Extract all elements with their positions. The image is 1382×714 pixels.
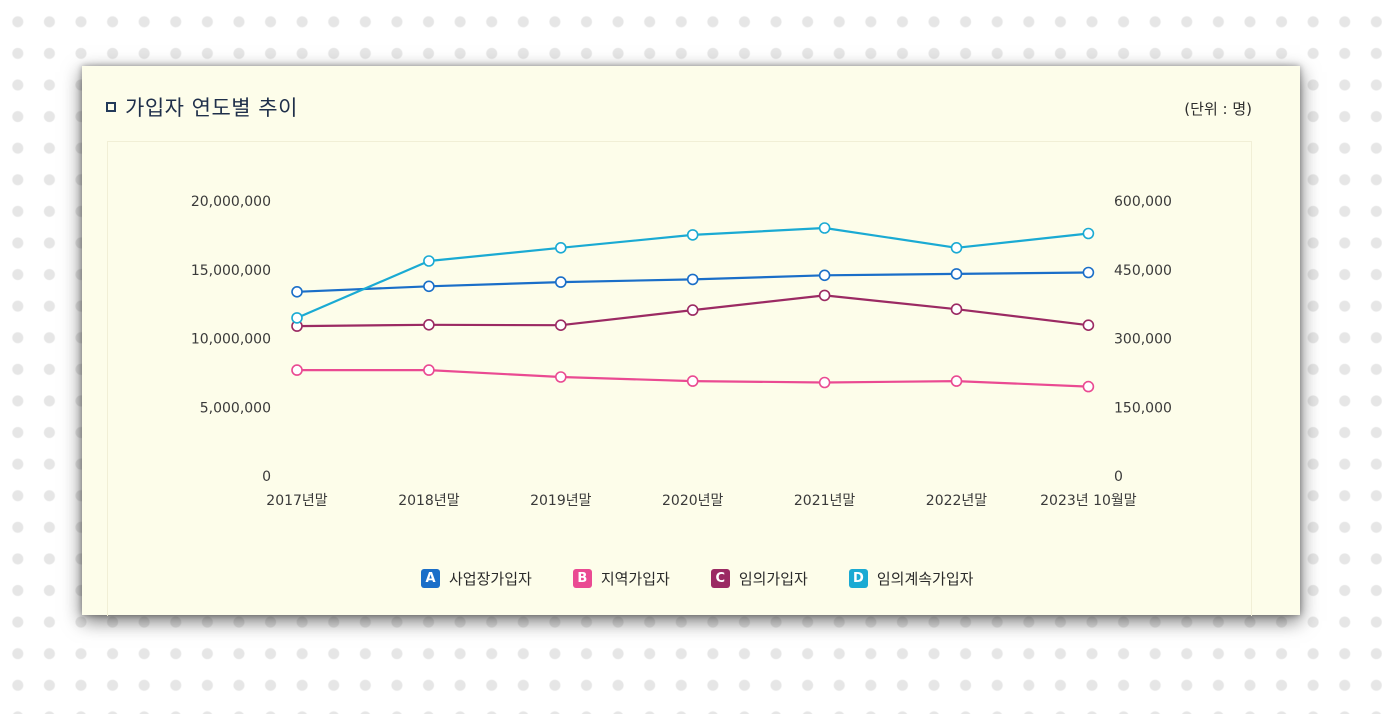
- x-tick-label: 2020년말: [662, 493, 724, 509]
- data-point-a[interactable]: [950, 268, 963, 280]
- data-point-a[interactable]: [818, 269, 831, 282]
- legend-badge-c: C: [710, 569, 730, 588]
- y-right-tick-label: 600,000: [1114, 194, 1172, 210]
- line-chart: 20,000,000 15,000,000 10,000,000 5,000,000 0…: [191, 194, 1172, 509]
- data-point-a[interactable]: [686, 273, 699, 286]
- data-point-b[interactable]: [1082, 380, 1095, 393]
- y-right-tick-label: 0: [1114, 469, 1123, 485]
- x-tick-label: 2023년 10월말: [1040, 493, 1137, 509]
- legend-badge-b: B: [572, 569, 592, 588]
- legend-item-d[interactable]: D 임의계속가입자: [848, 568, 974, 589]
- x-tick-label: 2021년말: [794, 493, 856, 509]
- y-right-tick-label: 150,000: [1114, 400, 1172, 416]
- chart-title-wrap: 가입자 연도별 추이: [106, 92, 298, 122]
- data-point-b[interactable]: [950, 375, 963, 387]
- data-point-c[interactable]: [423, 319, 435, 331]
- x-tick-label: 2019년말: [530, 493, 592, 509]
- data-point-d[interactable]: [950, 242, 963, 254]
- data-point-c[interactable]: [554, 319, 567, 331]
- x-tick-label: 2022년말: [926, 493, 988, 509]
- data-point-b[interactable]: [291, 364, 303, 376]
- data-point-c[interactable]: [818, 289, 831, 302]
- legend-item-b[interactable]: B 지역가입자: [572, 568, 670, 589]
- y-left-tick-label: 10,000,000: [191, 332, 271, 348]
- data-point-b[interactable]: [423, 364, 435, 376]
- data-point-d[interactable]: [554, 242, 567, 254]
- y-left-tick-label: 5,000,000: [200, 400, 271, 416]
- legend-item-c[interactable]: C 임의가입자: [710, 568, 808, 589]
- data-point-b[interactable]: [818, 376, 831, 389]
- legend-label-d: 임의계속가입자: [876, 570, 974, 588]
- chart-panel: 가입자 연도별 추이 (단위 : 명) 20,000,000 15,000,000…: [82, 66, 1300, 616]
- title-bullet-icon: [106, 102, 116, 112]
- data-point-c[interactable]: [686, 304, 699, 316]
- legend-badge-d: D: [848, 569, 868, 588]
- y-right-tick-label: 300,000: [1114, 332, 1172, 348]
- data-point-a[interactable]: [554, 276, 567, 288]
- data-point-d[interactable]: [291, 312, 303, 324]
- y-left-tick-label: 0: [262, 469, 271, 485]
- data-point-d[interactable]: [423, 255, 435, 267]
- data-point-a[interactable]: [291, 286, 303, 298]
- chart-title: 가입자 연도별 추이: [125, 96, 298, 120]
- data-point-d[interactable]: [1082, 227, 1095, 240]
- y-left-tick-label: 15,000,000: [191, 263, 271, 279]
- legend-label-a: 사업장가입자: [449, 570, 532, 588]
- chart-area: 20,000,000 15,000,000 10,000,000 5,000,000 0…: [107, 141, 1252, 616]
- x-tick-label: 2017년말: [266, 493, 328, 509]
- y-right-tick-label: 450,000: [1114, 263, 1172, 279]
- data-point-a[interactable]: [423, 280, 435, 293]
- legend-item-a[interactable]: A 사업장가입자: [421, 568, 532, 589]
- data-point-b[interactable]: [554, 371, 567, 383]
- legend: A 사업장가입자 B 지역가입자 C 임의가입자 D 임의계속가입자: [421, 568, 1014, 589]
- data-point-b[interactable]: [686, 375, 699, 387]
- legend-badge-a: A: [421, 569, 440, 588]
- legend-label-b: 지역가입자: [600, 570, 670, 588]
- data-point-c[interactable]: [950, 303, 963, 315]
- data-point-c[interactable]: [1082, 319, 1095, 331]
- data-point-a[interactable]: [1082, 266, 1095, 279]
- legend-label-c: 임의가입자: [738, 570, 808, 588]
- unit-label: (단위 : 명): [1184, 100, 1252, 118]
- x-tick-label: 2018년말: [398, 493, 460, 509]
- data-point-d[interactable]: [818, 222, 831, 234]
- data-point-d[interactable]: [686, 229, 699, 241]
- y-left-tick-label: 20,000,000: [191, 194, 271, 210]
